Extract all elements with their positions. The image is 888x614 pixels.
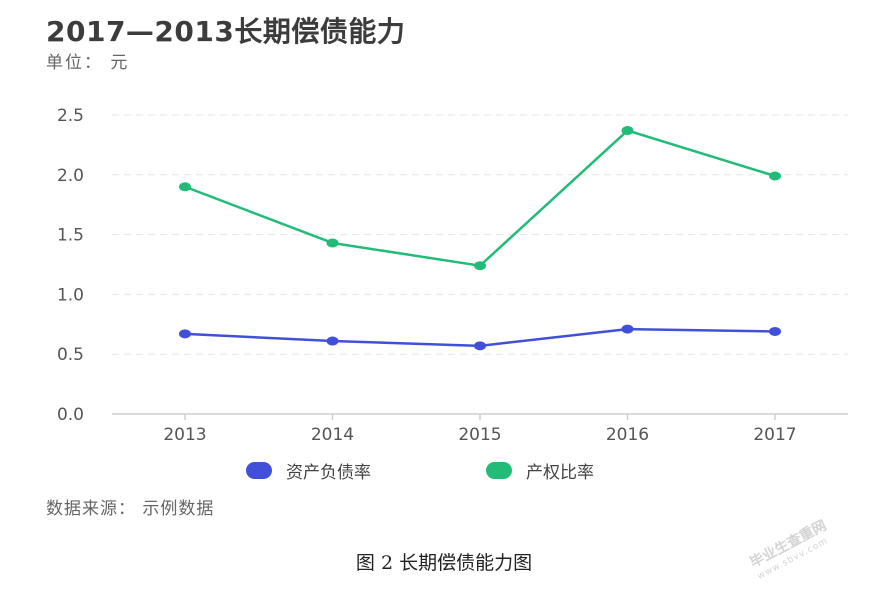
data-point[interactable] [474,341,486,351]
data-point[interactable] [621,126,634,136]
y-tick-label: 0.5 [57,345,84,365]
data-point[interactable] [326,238,339,248]
data-point[interactable] [621,324,634,334]
x-tick-label: 2015 [458,425,501,445]
x-tick-label: 2014 [311,425,354,445]
y-tick-label: 2.0 [57,166,84,186]
x-tick-label: 2013 [163,425,206,445]
legend-marker-icon [246,462,272,479]
legend: 资产负债率 产权比率 [0,458,888,488]
y-tick-label: 1.0 [57,285,84,305]
data-point[interactable] [769,326,781,336]
y-tick-label: 1.5 [57,226,84,246]
data-point[interactable] [769,171,781,181]
series-lines [179,126,781,351]
legend-item-debt-ratio[interactable]: 资产负债率 [246,458,371,483]
data-point[interactable] [474,261,486,271]
y-tick-label: 0.0 [57,405,84,425]
x-tick-label: 2016 [606,425,649,445]
series-line-1 [184,129,776,267]
unit-label: 单位： 元 [46,53,130,73]
data-point[interactable] [179,329,191,339]
x-tick-label: 2017 [753,425,796,445]
data-source-note: 数据来源： 示例数据 [46,499,215,519]
grid-lines [112,114,848,355]
legend-label: 产权比率 [526,463,594,483]
figure-caption: 图 2 长期偿债能力图 [355,552,533,574]
legend-label: 资产负债率 [286,463,371,483]
y-axis-ticks: 0.0 0.5 1.0 1.5 2.0 2.5 [57,106,84,425]
line-chart: 0.0 0.5 1.0 1.5 2.0 2.5 2013 2014 2015 2016 2017 [57,106,848,445]
y-tick-label: 2.5 [57,106,84,126]
chart-title: 2017—2013长期偿债能力 [46,15,406,48]
data-point[interactable] [326,336,339,346]
legend-item-equity-ratio[interactable]: 产权比率 [486,458,594,483]
data-point[interactable] [179,182,191,192]
x-axis-ticks: 2013 2014 2015 2016 2017 [163,414,797,445]
legend-marker-icon [486,462,512,479]
